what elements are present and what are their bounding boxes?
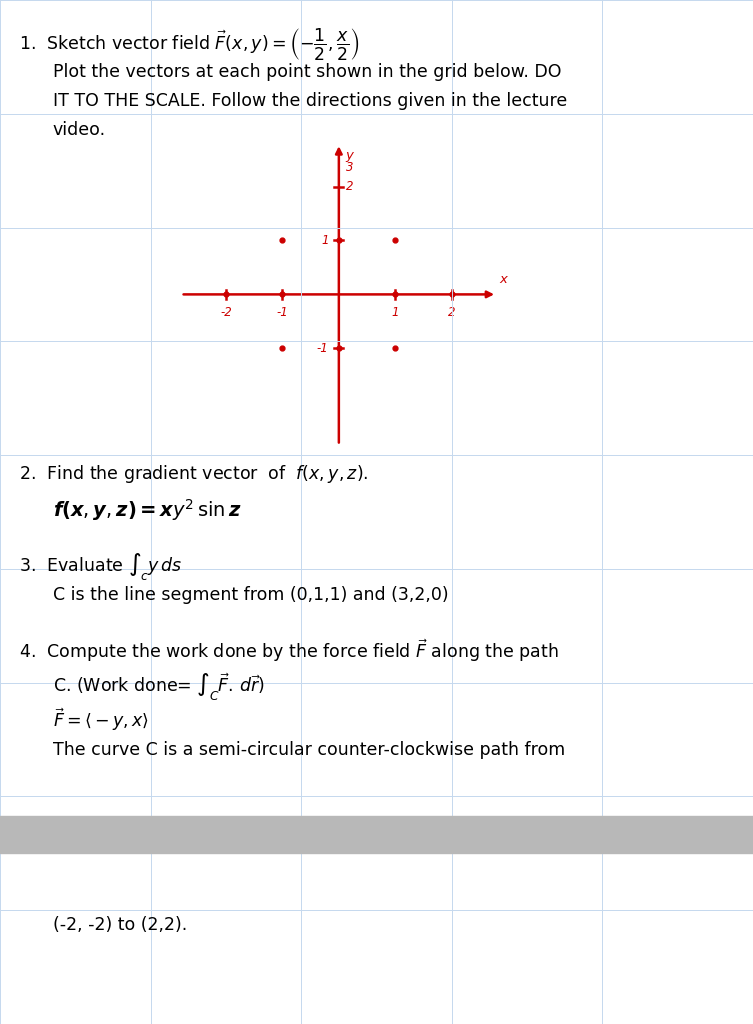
- Text: $\boldsymbol{f(x, y, z) = xy^2\,\sin z}$: $\boldsymbol{f(x, y, z) = xy^2\,\sin z}$: [53, 497, 242, 522]
- Text: 3: 3: [346, 161, 353, 174]
- Text: video.: video.: [53, 121, 106, 139]
- Text: 4.  Compute the work done by the force field $\vec{F}$ along the path: 4. Compute the work done by the force fi…: [19, 637, 559, 664]
- Text: 1: 1: [392, 306, 399, 319]
- Text: -2: -2: [220, 306, 232, 319]
- Text: The curve C is a semi-circular counter-clockwise path from: The curve C is a semi-circular counter-c…: [53, 741, 565, 760]
- Text: 1: 1: [322, 233, 328, 247]
- Text: C. (Work done= $\int_C \vec{F}.\, d\vec{r}$): C. (Work done= $\int_C \vec{F}.\, d\vec{…: [53, 672, 265, 703]
- Text: 2.  Find the gradient vector  of  $f(x, y, z)$.: 2. Find the gradient vector of $f(x, y, …: [19, 463, 368, 484]
- Text: 1.  Sketch vector field $\vec{F}(x, y) = \left(-\dfrac{1}{2}, \dfrac{x}{2}\right: 1. Sketch vector field $\vec{F}(x, y) = …: [19, 26, 359, 61]
- Text: IT TO THE SCALE. Follow the directions given in the lecture: IT TO THE SCALE. Follow the directions g…: [53, 92, 567, 111]
- Text: -1: -1: [276, 306, 288, 319]
- Text: -1: -1: [317, 342, 328, 355]
- Text: 2: 2: [448, 306, 456, 319]
- Text: (-2, -2) to (2,2).: (-2, -2) to (2,2).: [53, 916, 187, 935]
- Text: C is the line segment from (0,1,1) and (3,2,0): C is the line segment from (0,1,1) and (…: [53, 586, 448, 604]
- Text: 2: 2: [346, 180, 353, 193]
- Text: x: x: [500, 273, 508, 287]
- Text: y: y: [346, 148, 353, 162]
- Text: $\vec{F} = \langle -y, x\rangle$: $\vec{F} = \langle -y, x\rangle$: [53, 707, 149, 733]
- Text: Plot the vectors at each point shown in the grid below. DO: Plot the vectors at each point shown in …: [53, 63, 561, 82]
- Text: 3.  Evaluate $\int_c y\, ds$: 3. Evaluate $\int_c y\, ds$: [19, 551, 182, 582]
